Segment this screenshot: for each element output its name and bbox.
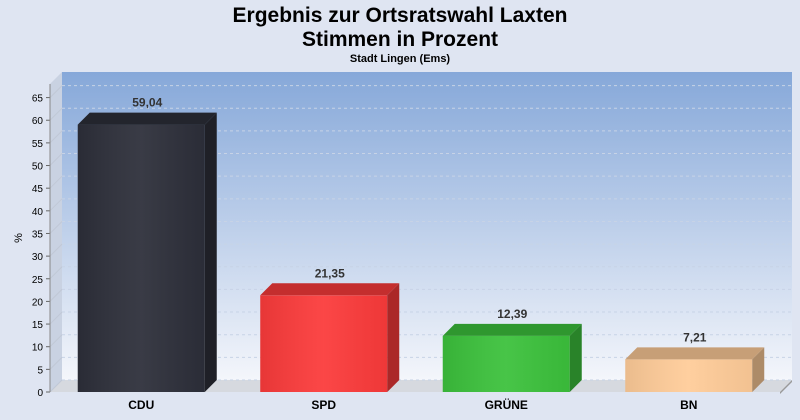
gridline-side [49, 85, 63, 98]
chart-title-line1: Ergebnis zur Ortsratswahl Laxten [232, 4, 568, 27]
y-tick-label: 5 [37, 365, 43, 376]
bar-side [387, 283, 400, 392]
y-tick-label: 40 [32, 207, 44, 218]
bar-side [204, 112, 217, 392]
bar-side [752, 347, 765, 392]
bar-top [625, 347, 765, 360]
gridline-side [49, 266, 63, 280]
gridline-side [49, 153, 63, 166]
gridline-side [49, 175, 63, 189]
gridline-side [49, 198, 63, 212]
y-tick-label: 55 [32, 139, 44, 150]
gridline-side [49, 356, 63, 370]
bar-grüne[interactable] [442, 323, 582, 392]
y-tick-label: 45 [32, 184, 44, 195]
x-tick-label: BN [680, 398, 697, 412]
y-tick-label: 0 [37, 388, 43, 399]
bar-side [569, 323, 582, 392]
plot-side-wall [50, 72, 62, 392]
gridline-side [49, 130, 63, 144]
bar-gloss [625, 359, 753, 392]
chart-title-line2: Stimmen in Prozent [301, 28, 499, 51]
gridline-side [49, 334, 63, 348]
bar-gloss [260, 295, 388, 392]
bar-top [77, 112, 217, 125]
y-tick-label: 35 [32, 229, 44, 240]
y-tick-label: 30 [32, 252, 44, 263]
y-axis-label: % [13, 233, 25, 243]
bar-top [260, 283, 400, 296]
y-tick-label: 50 [32, 162, 44, 173]
x-tick-label: GRÜNE [485, 397, 528, 412]
y-tick-label: 65 [32, 94, 44, 105]
bar-gloss [442, 335, 570, 392]
x-tick-label: CDU [128, 398, 154, 412]
y-tick-label: 25 [32, 275, 44, 286]
bar-value-label: 59,04 [132, 96, 162, 110]
gridline-side [49, 107, 63, 121]
bar-bn[interactable] [625, 347, 765, 392]
y-tick-label: 10 [32, 343, 44, 354]
bar-spd[interactable] [260, 283, 400, 392]
gridline-side [49, 289, 63, 302]
bar-cdu[interactable] [77, 112, 217, 392]
y-tick-label: 15 [32, 320, 44, 331]
y-tick-label: 20 [32, 297, 44, 308]
bar-value-label: 7,21 [683, 330, 707, 344]
x-tick-label: SPD [311, 398, 336, 412]
y-tick-label: 60 [32, 116, 44, 127]
chart-subtitle: Stadt Lingen (Ems) [349, 53, 451, 65]
bar-gloss [77, 124, 205, 392]
gridline-side [49, 379, 63, 393]
bar-value-label: 12,39 [497, 307, 527, 321]
plot-floor [50, 380, 792, 392]
plot-floor-edge [780, 380, 792, 394]
bar-top [442, 323, 582, 336]
gridline-side [49, 311, 63, 325]
bar-value-label: 21,35 [315, 266, 345, 280]
gridline-side [49, 221, 63, 234]
gridline-side [49, 243, 63, 257]
